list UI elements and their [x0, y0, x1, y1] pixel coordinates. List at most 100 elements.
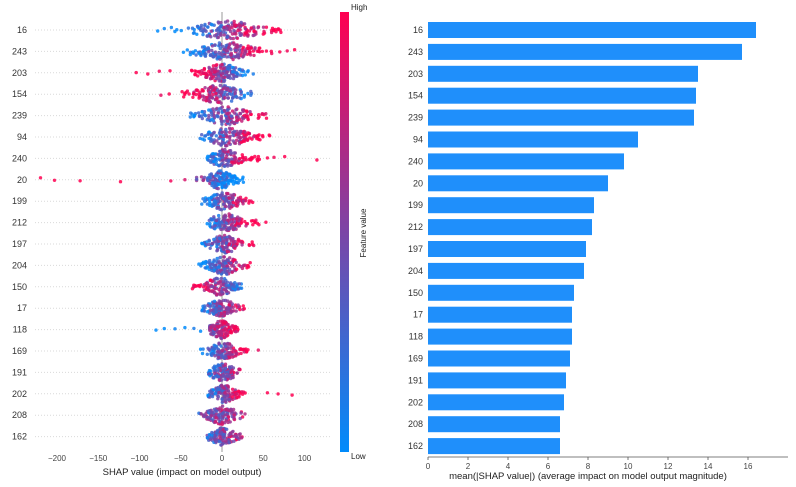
shap-point — [221, 247, 226, 251]
shap-point — [290, 393, 294, 397]
shap-point — [230, 224, 234, 228]
shap-point — [234, 181, 238, 185]
shap-point — [226, 45, 231, 50]
shap-point — [227, 440, 231, 445]
shap-point — [212, 193, 217, 197]
shap-point — [221, 432, 226, 436]
feature-label: 212 — [408, 222, 423, 232]
shap-point — [146, 72, 150, 76]
shap-point — [238, 416, 242, 421]
shap-point — [229, 99, 234, 103]
shap-point — [235, 284, 239, 289]
shap-point — [199, 175, 204, 179]
shap-point — [241, 139, 246, 143]
shap-point — [200, 114, 204, 118]
shap-point — [218, 435, 222, 439]
shap-point — [201, 71, 205, 75]
shap-point — [225, 143, 229, 148]
shap-point — [206, 287, 210, 291]
shap-point — [219, 33, 223, 37]
bar-x-axis-label: mean(|SHAP value|) (average impact on mo… — [449, 471, 727, 482]
shap-point — [256, 348, 260, 352]
shap-point — [215, 245, 219, 249]
shap-point — [213, 354, 217, 358]
shap-point — [202, 45, 206, 49]
shap-point — [159, 93, 163, 97]
shap-point — [232, 111, 236, 115]
shap-point — [225, 342, 230, 346]
shap-point — [232, 42, 236, 47]
shap-point — [246, 115, 250, 119]
feature-label: 243 — [12, 46, 27, 56]
shap-point — [215, 386, 220, 391]
shap-point — [212, 291, 217, 295]
shap-point — [229, 51, 234, 56]
shap-point — [234, 330, 238, 334]
shap-point — [200, 133, 204, 137]
shap-point — [208, 369, 213, 373]
feature-label: 169 — [12, 346, 27, 356]
shap-point — [219, 142, 224, 147]
shap-point — [134, 70, 138, 75]
bar-x-tick-label: 12 — [664, 462, 673, 471]
shap-point — [227, 130, 232, 134]
shap-point — [214, 218, 219, 223]
shap-point — [197, 94, 201, 99]
shap-point — [241, 202, 245, 206]
shap-point — [197, 51, 201, 56]
shap-point — [237, 48, 242, 52]
shap-point — [245, 109, 249, 113]
shap-point — [187, 92, 191, 96]
bar-x-tick-label: 6 — [546, 462, 551, 471]
shap-point — [219, 119, 224, 124]
feature-label: 94 — [413, 135, 423, 145]
shap-point — [200, 351, 205, 356]
shap-point — [234, 156, 238, 160]
shap-point — [210, 76, 214, 81]
shap-point — [232, 23, 237, 28]
shap-point — [246, 117, 250, 122]
shap-point — [221, 282, 226, 287]
shap-point — [223, 439, 228, 443]
shap-point — [222, 119, 226, 123]
shap-point — [208, 203, 212, 208]
shap-point — [231, 36, 235, 41]
shap-point — [216, 363, 220, 367]
shap-point — [222, 108, 227, 113]
shap-point — [218, 46, 222, 51]
shap-point — [239, 286, 244, 290]
shap-point — [238, 23, 242, 28]
feature-label: 243 — [408, 47, 423, 57]
shap-point — [238, 307, 242, 312]
shap-point — [213, 287, 217, 291]
shap-point — [217, 236, 222, 240]
shap-point — [219, 302, 224, 306]
shap-point — [212, 310, 216, 314]
shap-point — [260, 133, 265, 138]
shap-point — [201, 32, 205, 37]
shap-point — [239, 351, 243, 356]
shap-point — [257, 113, 261, 117]
shap-point — [231, 227, 235, 231]
shap-point — [207, 69, 211, 74]
shap-point — [244, 350, 249, 354]
shap-point — [205, 352, 209, 356]
shap-point — [226, 96, 230, 100]
shap-point — [220, 158, 225, 162]
shap-point — [229, 193, 233, 197]
shap-point — [234, 267, 239, 271]
shap-point — [261, 25, 266, 29]
feature-label: 197 — [408, 244, 423, 254]
shap-point — [226, 182, 231, 186]
shap-point — [223, 184, 227, 189]
shap-point — [211, 67, 215, 71]
importance-bar — [428, 65, 698, 82]
shap-point — [213, 433, 217, 438]
shap-point — [227, 433, 231, 437]
shap-point — [225, 70, 229, 74]
shap-point — [247, 29, 252, 33]
shap-point — [180, 90, 184, 94]
shap-point — [182, 95, 186, 99]
shap-point — [213, 281, 218, 285]
shap-point — [227, 141, 231, 145]
